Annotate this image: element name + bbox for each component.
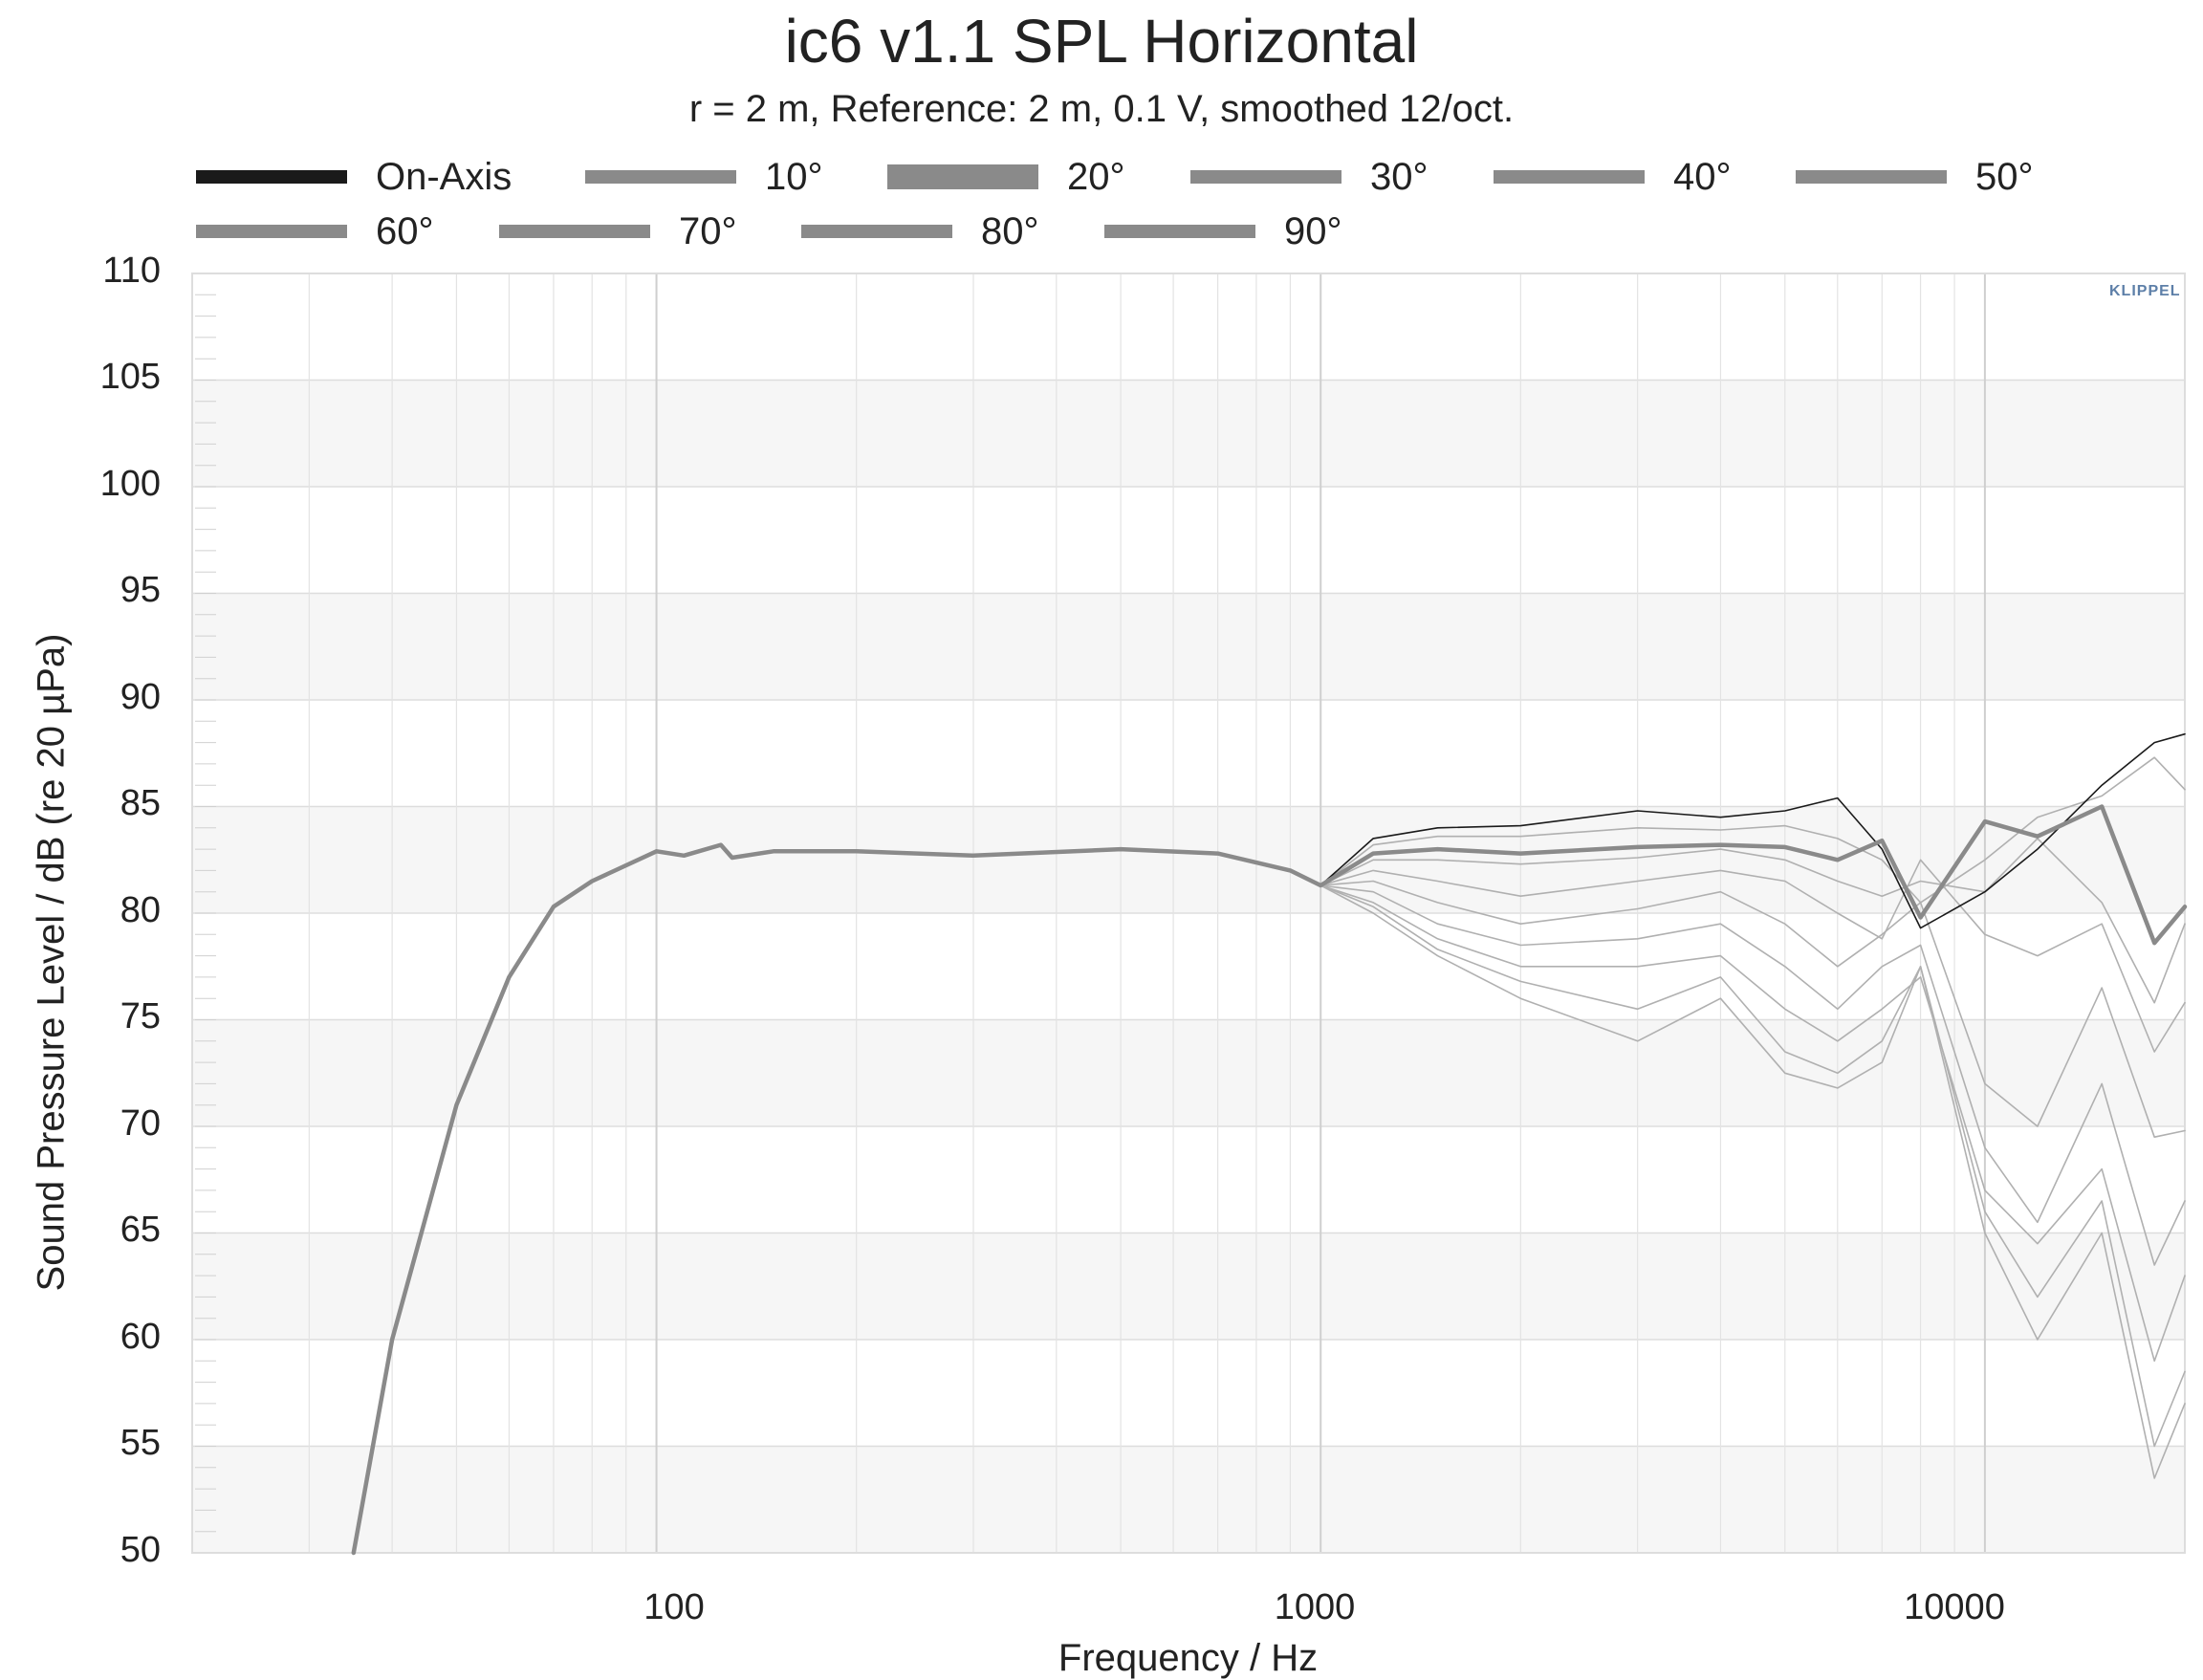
plot-band <box>192 806 2185 913</box>
legend-label-60: 60° <box>376 210 434 252</box>
plot-band <box>192 380 2185 487</box>
y-tick-label: 75 <box>120 996 161 1036</box>
legend-label-on-axis: On-Axis <box>376 156 513 198</box>
legend-swatch-20 <box>887 164 1038 189</box>
plot-band <box>192 1233 2185 1340</box>
legend-label-80: 80° <box>981 210 1039 252</box>
y-tick-label: 95 <box>120 570 161 610</box>
legend-swatch-on-axis <box>196 170 347 184</box>
legend-swatch-40 <box>1494 170 1645 184</box>
legend-swatch-60 <box>196 225 347 238</box>
chart-subtitle: r = 2 m, Reference: 2 m, 0.1 V, smoothed… <box>688 88 1515 130</box>
plot-band <box>192 1019 2185 1126</box>
plot-curves <box>351 732 2188 1556</box>
y-tick-label: 110 <box>102 251 161 291</box>
y-tick-label: 65 <box>120 1210 161 1250</box>
legend-label-70: 70° <box>679 210 737 252</box>
y-tick-label: 90 <box>120 677 161 717</box>
y-tick-label: 100 <box>99 464 161 504</box>
y-tick-label: 80 <box>120 890 161 930</box>
legend-swatch-80 <box>801 225 952 238</box>
y-tick-label: 60 <box>120 1317 161 1357</box>
x-tick-label: 100 <box>643 1587 705 1627</box>
legend-swatch-10 <box>585 170 736 184</box>
legend-swatch-50 <box>1796 170 1947 184</box>
y-tick-label: 70 <box>120 1103 161 1144</box>
legend-label-30: 30° <box>1370 156 1429 198</box>
x-tick-label: 1000 <box>1274 1587 1356 1627</box>
legend-swatch-70 <box>499 225 650 238</box>
y-tick-label: 85 <box>120 783 161 823</box>
plot-band <box>192 593 2185 700</box>
x-tick-label: 10000 <box>1904 1587 2005 1627</box>
plot-frame <box>191 273 2186 1554</box>
y-tick-label: 50 <box>120 1530 161 1570</box>
chart-title: ic6 v1.1 SPL Horizontal <box>784 7 1419 76</box>
legend-swatch-90 <box>1104 225 1255 238</box>
x-axis-label: Frequency / Hz <box>1058 1637 1319 1679</box>
y-tick-label: 105 <box>99 357 161 397</box>
series-line-20 <box>351 804 2188 1556</box>
klippel-logo: KLIPPEL <box>2109 283 2181 299</box>
legend-label-20: 20° <box>1067 156 1125 198</box>
legend-label-90: 90° <box>1284 210 1342 252</box>
plot-band <box>192 1446 2185 1553</box>
legend-label-40: 40° <box>1673 156 1732 198</box>
y-tick-label: 55 <box>120 1423 161 1463</box>
legend-label-50: 50° <box>1975 156 2034 198</box>
legend-label-10: 10° <box>765 156 823 198</box>
legend-swatch-30 <box>1190 170 1341 184</box>
